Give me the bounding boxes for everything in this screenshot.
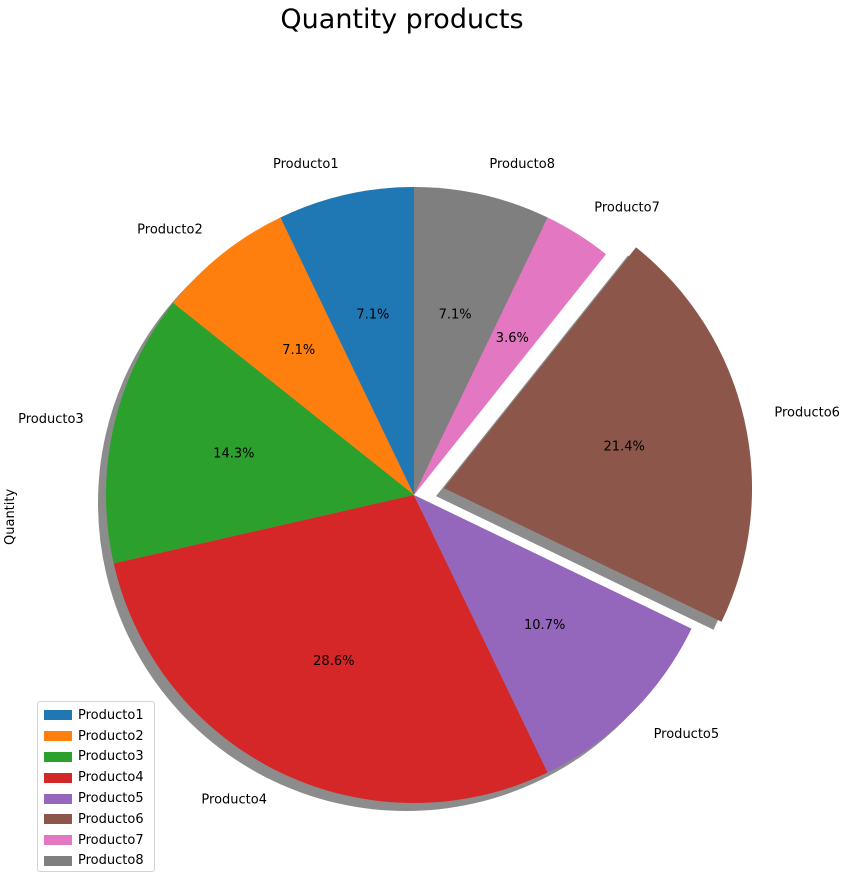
- chart-title: Quantity products: [280, 4, 524, 35]
- legend-swatch: [44, 814, 72, 825]
- legend-label: Producto5: [78, 791, 144, 807]
- category-label: Producto3: [18, 412, 84, 427]
- legend-swatch: [44, 731, 72, 742]
- legend-swatch: [44, 855, 72, 866]
- pie-slice-producto7: [414, 217, 607, 495]
- percent-label: 7.1%: [282, 343, 315, 358]
- percent-label: 7.1%: [439, 307, 472, 322]
- legend: Producto1 Producto2 Producto3 Producto4 Prod…: [37, 701, 155, 872]
- category-label: Producto7: [594, 201, 660, 216]
- legend-label: Producto3: [78, 749, 144, 765]
- category-label: Producto2: [137, 223, 203, 238]
- percent-label: 10.7%: [524, 618, 565, 633]
- legend-label: Producto4: [78, 770, 144, 786]
- category-label: Producto5: [654, 727, 720, 742]
- legend-swatch: [44, 772, 72, 783]
- percent-label: 7.1%: [356, 307, 389, 322]
- legend-item: Producto4: [38, 767, 154, 788]
- pie-slice-producto3: [106, 302, 415, 564]
- legend-label: Producto8: [78, 853, 144, 869]
- legend-item: Producto5: [38, 788, 154, 809]
- pie-slice-producto6: [444, 247, 753, 622]
- pie-slice-producto4: [113, 495, 548, 803]
- pie-slice-producto2: [173, 217, 414, 495]
- percent-label: 3.6%: [496, 331, 529, 346]
- pie-slice-producto8: [414, 187, 548, 495]
- pie-slice-producto1: [280, 187, 414, 495]
- legend-swatch: [44, 710, 72, 721]
- legend-swatch: [44, 793, 72, 804]
- legend-item: Producto3: [38, 747, 154, 768]
- legend-swatch: [44, 835, 72, 846]
- legend-item: Producto8: [38, 851, 154, 872]
- pie-slice-producto5: [414, 495, 692, 773]
- category-label: Producto1: [273, 157, 339, 172]
- category-label: Producto6: [774, 405, 840, 420]
- legend-item: Producto2: [38, 726, 154, 747]
- legend-label: Producto1: [78, 707, 144, 723]
- legend-item: Producto1: [38, 705, 154, 726]
- legend-item: Producto7: [38, 830, 154, 851]
- category-label: Producto8: [489, 157, 555, 172]
- percent-label: 21.4%: [604, 440, 645, 455]
- category-label: Producto4: [201, 793, 267, 808]
- percent-label: 14.3%: [213, 446, 254, 461]
- percent-label: 28.6%: [313, 654, 354, 669]
- legend-swatch: [44, 751, 72, 762]
- legend-item: Producto6: [38, 809, 154, 830]
- legend-label: Producto2: [78, 728, 144, 744]
- legend-label: Producto6: [78, 811, 144, 827]
- legend-label: Producto7: [78, 832, 144, 848]
